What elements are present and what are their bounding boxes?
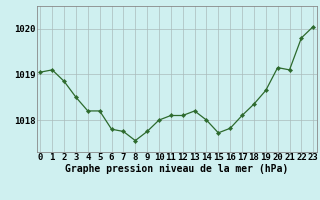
X-axis label: Graphe pression niveau de la mer (hPa): Graphe pression niveau de la mer (hPa)	[65, 164, 288, 174]
